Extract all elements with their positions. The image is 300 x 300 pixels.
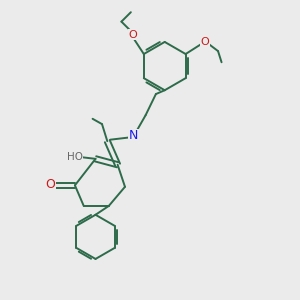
Text: HO: HO: [67, 152, 82, 162]
Text: O: O: [128, 30, 137, 40]
Text: O: O: [45, 178, 55, 191]
Text: N: N: [129, 129, 139, 142]
Text: O: O: [200, 37, 209, 47]
